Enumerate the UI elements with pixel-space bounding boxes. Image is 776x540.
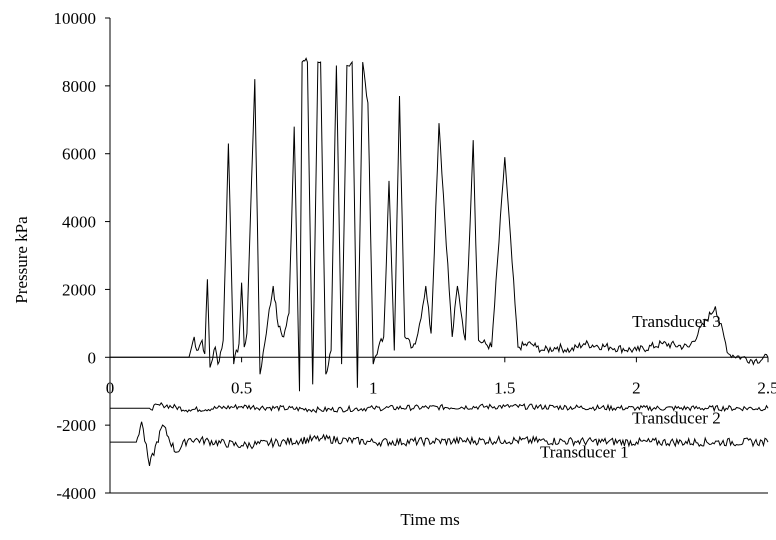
x-tick-label: 0.5 bbox=[231, 378, 252, 397]
series-layer bbox=[110, 57, 769, 466]
x-tick-label: 1 bbox=[369, 378, 378, 397]
x-tick-label: 0 bbox=[106, 378, 115, 397]
y-tick-label: 0 bbox=[88, 348, 97, 367]
y-tick-label: -2000 bbox=[56, 416, 96, 435]
series-label-2: Transducer 2 bbox=[632, 408, 721, 427]
x-tick-label: 2 bbox=[632, 378, 641, 397]
x-tick-label: 1.5 bbox=[494, 378, 515, 397]
y-tick-label: 8000 bbox=[62, 77, 96, 96]
y-tick-label: 10000 bbox=[54, 9, 97, 28]
x-axis-ticks: 0 0.5 1 1.5 2 2.5 bbox=[106, 357, 776, 397]
x-tick-label: 2.5 bbox=[757, 378, 776, 397]
series-line-1 bbox=[110, 57, 769, 392]
y-axis-ticks: -4000 -2000 0 2000 4000 6000 8000 10000 bbox=[54, 9, 110, 503]
series-label-3: Transducer 1 bbox=[540, 442, 629, 461]
series-line-3 bbox=[110, 421, 769, 466]
series-line-2 bbox=[110, 402, 769, 414]
y-tick-label: -4000 bbox=[56, 484, 96, 503]
y-tick-label: 4000 bbox=[62, 213, 96, 232]
x-axis-title: Time ms bbox=[400, 510, 459, 529]
y-tick-label: 6000 bbox=[62, 145, 96, 164]
series-label-1: Transducer 3 bbox=[632, 312, 721, 331]
y-tick-label: 2000 bbox=[62, 280, 96, 299]
y-axis-title: Pressure kPa bbox=[12, 216, 31, 304]
